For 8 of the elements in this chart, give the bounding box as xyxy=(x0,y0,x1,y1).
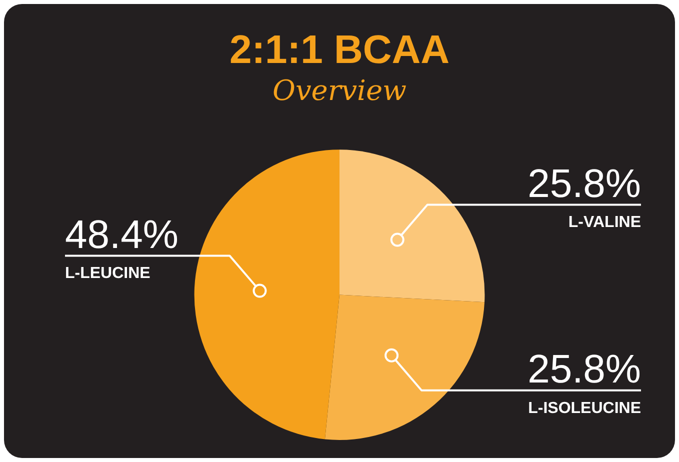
chart-title: 2:1:1 BCAA xyxy=(229,28,450,72)
data-label: 25.8% xyxy=(528,162,641,206)
data-label: 48.4% xyxy=(65,212,178,257)
data-label: 25.8% xyxy=(528,347,641,392)
slice-label: L-ISOLEUCINE xyxy=(528,400,642,417)
slice-label: L-LEUCINE xyxy=(65,265,151,282)
chart-subtitle: Overview xyxy=(272,74,407,108)
slice-label: L-VALINE xyxy=(568,214,642,232)
